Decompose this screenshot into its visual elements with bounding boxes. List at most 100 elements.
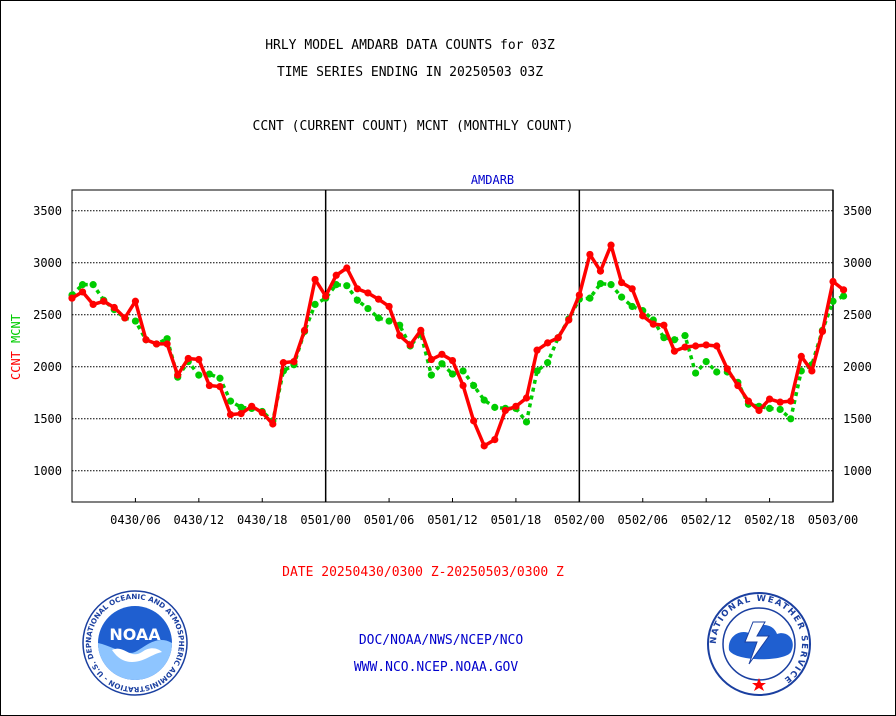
data-point-ccnt bbox=[364, 289, 372, 297]
data-point-mcnt bbox=[691, 369, 700, 377]
data-point-ccnt bbox=[586, 250, 594, 259]
x-tick-label: 0502/18 bbox=[744, 513, 795, 527]
data-point-ccnt bbox=[544, 339, 552, 347]
data-point-ccnt bbox=[100, 297, 108, 305]
data-point-ccnt bbox=[332, 271, 340, 279]
chart-title-line1: HRLY MODEL AMDARB DATA COUNTS for 03Z bbox=[265, 38, 555, 53]
data-point-mcnt bbox=[829, 297, 837, 305]
y-tick-label-right: 1000 bbox=[843, 464, 872, 478]
data-point-mcnt bbox=[533, 367, 541, 375]
data-point-mcnt bbox=[343, 282, 351, 290]
y-tick-label-right: 1500 bbox=[843, 412, 872, 426]
data-point-ccnt bbox=[226, 411, 235, 419]
data-point-ccnt bbox=[755, 406, 763, 415]
data-point-ccnt bbox=[131, 297, 140, 305]
data-point-mcnt bbox=[353, 296, 361, 304]
data-point-mcnt bbox=[480, 396, 488, 404]
data-point-ccnt bbox=[723, 365, 731, 373]
y-axis-label-mcnt: MCNT bbox=[9, 314, 23, 343]
data-point-ccnt bbox=[427, 355, 435, 364]
data-point-mcnt bbox=[332, 281, 340, 289]
data-point-ccnt bbox=[787, 397, 795, 405]
data-point-mcnt bbox=[628, 302, 636, 311]
data-point-mcnt bbox=[681, 332, 689, 340]
chart-title-line2: TIME SERIES ENDING IN 20250503 03Z bbox=[276, 65, 544, 80]
data-point-ccnt bbox=[322, 292, 330, 300]
y-tick-label-left: 2000 bbox=[33, 360, 62, 374]
series-line-ccnt bbox=[71, 243, 845, 448]
data-point-ccnt bbox=[522, 394, 531, 402]
y-tick-label-right: 3500 bbox=[843, 204, 872, 218]
data-point-mcnt bbox=[163, 335, 171, 343]
data-point-mcnt bbox=[660, 334, 668, 342]
data-point-ccnt bbox=[839, 286, 848, 294]
data-point-mcnt bbox=[470, 381, 478, 390]
x-tick-label: 0501/18 bbox=[491, 513, 542, 527]
x-tick-label: 0502/12 bbox=[681, 513, 732, 527]
data-point-mcnt bbox=[78, 281, 87, 289]
data-point-ccnt bbox=[734, 381, 742, 390]
data-point-mcnt bbox=[618, 293, 626, 301]
data-point-mcnt bbox=[427, 371, 435, 379]
data-point-mcnt bbox=[596, 280, 605, 288]
data-point-ccnt bbox=[68, 294, 76, 302]
data-point-mcnt bbox=[586, 294, 594, 302]
data-point-mcnt bbox=[702, 358, 710, 366]
data-point-mcnt bbox=[226, 397, 235, 405]
data-point-ccnt bbox=[121, 314, 129, 322]
data-point-ccnt bbox=[808, 367, 816, 375]
data-point-ccnt bbox=[565, 316, 573, 324]
y-tick-label-left: 3000 bbox=[33, 256, 62, 270]
website-link[interactable]: WWW.NCO.NCEP.NOAA.GOV bbox=[353, 660, 519, 675]
data-point-ccnt bbox=[818, 327, 827, 336]
data-point-mcnt bbox=[713, 368, 721, 376]
data-point-ccnt bbox=[744, 397, 753, 405]
data-point-mcnt bbox=[459, 367, 467, 375]
data-point-mcnt bbox=[787, 415, 795, 423]
x-tick-label: 0502/06 bbox=[617, 513, 668, 527]
x-tick-label: 0501/06 bbox=[364, 513, 415, 527]
data-point-mcnt bbox=[205, 370, 214, 378]
data-point-mcnt bbox=[776, 405, 784, 414]
data-point-ccnt bbox=[152, 340, 161, 348]
y-tick-label-left: 3500 bbox=[33, 204, 62, 218]
line-chart: 1000 1000 1500 1500 2000 2000 2500 2500 3000 3000… bbox=[9, 173, 872, 527]
data-point-ccnt bbox=[691, 342, 700, 350]
y-tick-label-right: 3000 bbox=[843, 256, 872, 270]
y-tick-label-right: 2500 bbox=[843, 308, 872, 322]
data-point-ccnt bbox=[765, 395, 774, 403]
data-point-ccnt bbox=[184, 354, 192, 363]
date-range-label: DATE 20250430/0300 Z-20250503/0300 Z bbox=[282, 565, 564, 580]
data-point-mcnt bbox=[522, 418, 531, 426]
x-tick-label: 0503/00 bbox=[808, 513, 859, 527]
data-point-ccnt bbox=[470, 417, 478, 425]
data-point-mcnt bbox=[311, 300, 319, 308]
y-tick-label-left: 1000 bbox=[33, 464, 62, 478]
y-tick-label-right: 2000 bbox=[843, 360, 872, 374]
data-point-mcnt bbox=[839, 292, 848, 300]
data-point-ccnt bbox=[374, 295, 383, 303]
organization-link[interactable]: DOC/NOAA/NWS/NCEP/NCO bbox=[358, 633, 524, 648]
series-line-mcnt bbox=[70, 281, 845, 424]
data-point-mcnt bbox=[491, 403, 499, 411]
data-point-ccnt bbox=[290, 358, 298, 366]
data-point-ccnt bbox=[649, 320, 657, 328]
nws-logo-icon: NATIONAL WEATHER SERVICE bbox=[707, 592, 811, 696]
data-point-ccnt bbox=[237, 410, 245, 418]
data-point-ccnt bbox=[311, 275, 319, 284]
data-point-ccnt bbox=[702, 341, 710, 349]
chart-title-line3: CCNT (CURRENT COUNT) MCNT (MONTHLY COUNT… bbox=[252, 119, 574, 134]
data-point-ccnt bbox=[660, 321, 668, 329]
data-point-ccnt bbox=[797, 352, 805, 360]
data-point-mcnt bbox=[438, 360, 446, 368]
data-point-ccnt bbox=[713, 342, 721, 350]
data-point-ccnt bbox=[501, 406, 509, 415]
x-tick-label: 0501/12 bbox=[427, 513, 478, 527]
data-point-ccnt bbox=[776, 398, 784, 406]
data-point-ccnt bbox=[300, 326, 309, 334]
data-point-mcnt bbox=[195, 371, 203, 379]
data-point-ccnt bbox=[491, 436, 499, 444]
data-point-ccnt bbox=[195, 355, 203, 364]
data-point-mcnt bbox=[89, 281, 97, 289]
data-point-ccnt bbox=[512, 402, 520, 410]
